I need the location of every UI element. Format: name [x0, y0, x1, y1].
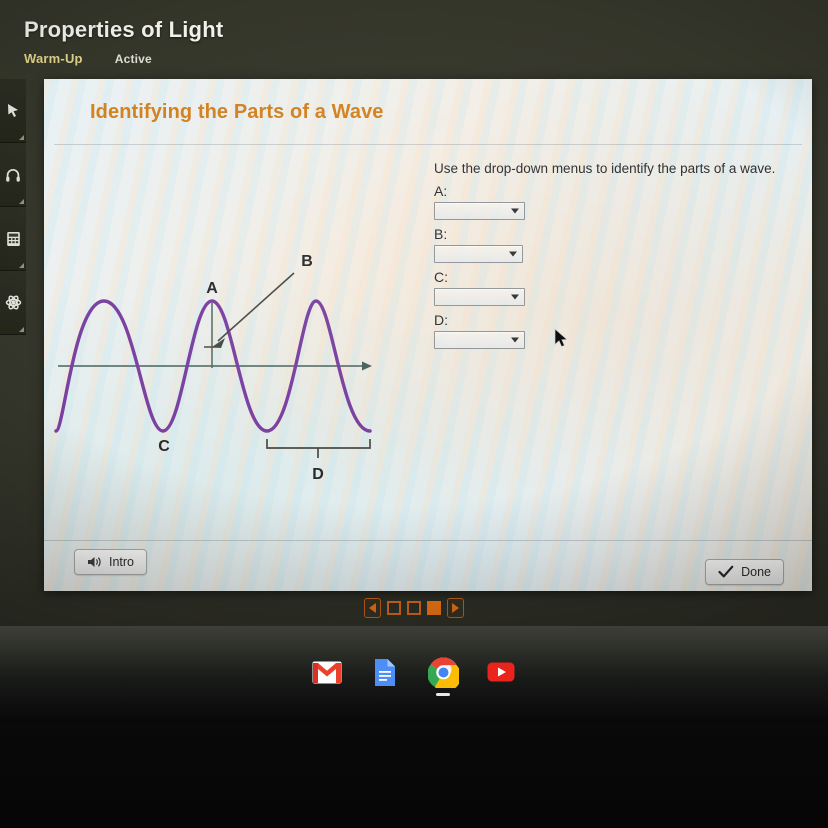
intro-button-label: Intro: [109, 555, 135, 569]
dropdown-a[interactable]: [434, 202, 525, 220]
instructions-text: Use the drop-down menus to identify the …: [434, 161, 776, 176]
youtube-icon: [487, 662, 515, 682]
tab-warm-up[interactable]: Warm-Up: [24, 51, 83, 66]
field-label-c: C:: [434, 269, 448, 285]
calculator-icon: [6, 231, 20, 246]
page-title: Properties of Light: [24, 17, 224, 42]
tool-rail: [0, 79, 26, 337]
wave-label-a: A: [206, 280, 218, 297]
chevron-right-icon: [452, 603, 459, 613]
taskbar-icons: [310, 655, 518, 696]
atom-icon: [5, 295, 21, 310]
field-label-b: B:: [434, 226, 448, 242]
wave-label-b: B: [301, 253, 313, 270]
tool-rail-item-audio[interactable]: [0, 143, 26, 207]
tab-active[interactable]: Active: [114, 52, 152, 66]
instructions-panel: Use the drop-down menus to identify the …: [434, 160, 794, 349]
wave-diagram: A B C D: [44, 151, 444, 491]
equilibrium-axis-arrow: [58, 361, 372, 371]
wave-label-d: D: [312, 466, 324, 483]
app-header: Properties of Light Warm-Up Active: [0, 0, 828, 79]
chevron-left-icon: [369, 603, 376, 613]
chevron-down-icon: [511, 294, 519, 300]
prev-page-button[interactable]: [364, 598, 381, 618]
page-indicator-1[interactable]: [387, 601, 401, 615]
tool-corner-marker: [19, 263, 24, 268]
amplitude-leader-arrow-b: [212, 272, 295, 348]
tool-corner-marker: [19, 199, 24, 204]
lesson-title: Identifying the Parts of a Wave: [90, 101, 384, 123]
taskbar-glow: [0, 626, 828, 722]
google-docs-icon: [375, 658, 395, 686]
field-label-d: D:: [434, 312, 448, 328]
lesson-card: Identifying the Parts of a Wave: [44, 79, 812, 591]
header-divider: [54, 144, 802, 145]
dropdown-d[interactable]: [434, 331, 525, 349]
lesson-card-content: Identifying the Parts of a Wave: [44, 79, 812, 591]
pointer-icon: [8, 103, 18, 117]
tool-rail-item-calculator[interactable]: [0, 207, 26, 271]
tool-rail-item-science[interactable]: [0, 271, 26, 335]
tool-rail-item-pointer[interactable]: [0, 79, 26, 143]
checkmark-icon: [718, 565, 734, 578]
mouse-cursor: [554, 328, 568, 348]
chevron-down-icon: [511, 208, 519, 214]
wave-label-c: C: [158, 438, 170, 455]
gmail-icon: [312, 661, 342, 683]
wave-diagram-svg: A B C D: [54, 253, 372, 483]
field-label-a: A:: [434, 183, 448, 199]
chevron-down-icon: [511, 337, 519, 343]
tool-corner-marker: [19, 327, 24, 332]
chevron-down-icon: [509, 251, 517, 257]
crest-marker-a: [204, 303, 220, 368]
wavelength-bracket-d: [266, 439, 371, 458]
page-indicator-3[interactable]: [427, 601, 441, 615]
wave-curve: [54, 299, 372, 433]
page-indicator-2[interactable]: [407, 601, 421, 615]
chrome-icon: [427, 656, 459, 688]
taskbar-item-gmail[interactable]: [310, 655, 344, 689]
dropdown-b[interactable]: [434, 245, 523, 263]
taskbar-item-chrome[interactable]: [426, 655, 460, 696]
next-page-button[interactable]: [447, 598, 464, 618]
done-button[interactable]: Done: [705, 559, 784, 585]
page-navigation: [364, 598, 464, 618]
lesson-tabs: Warm-Up Active: [24, 51, 152, 66]
speaker-icon: [88, 557, 101, 567]
tool-corner-marker: [19, 135, 24, 140]
intro-button[interactable]: Intro: [74, 549, 148, 575]
footer-divider: [44, 540, 812, 541]
dropdown-c[interactable]: [434, 288, 525, 306]
done-button-label: Done: [741, 565, 771, 579]
taskbar-item-youtube[interactable]: [484, 655, 518, 689]
taskbar-item-docs[interactable]: [368, 655, 402, 689]
browser-window: Properties of Light Warm-Up Active: [0, 0, 828, 626]
chrome-active-indicator: [436, 693, 450, 696]
headphones-icon: [6, 168, 20, 182]
